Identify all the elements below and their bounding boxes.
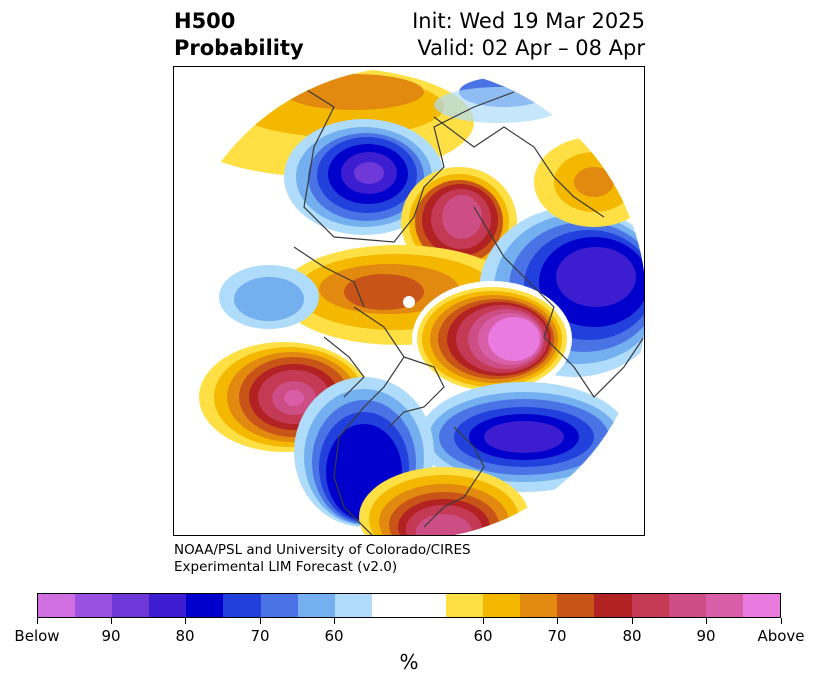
colorbar-tick: [483, 618, 484, 624]
colorbar-segment: [371, 594, 447, 617]
map-title: H500 Probability: [174, 8, 304, 62]
credit-line-2: Experimental LIM Forecast (v2.0): [174, 559, 398, 575]
variable-label: H500: [174, 9, 236, 33]
colorbar-segment: [297, 594, 335, 617]
colorbar-tick: [111, 618, 112, 624]
colorbar-tick: [260, 618, 261, 624]
anomaly-atlantic-low: [419, 382, 629, 492]
colorbar-tick-label: 80: [175, 627, 195, 645]
colorbar-tick-label: 70: [250, 627, 270, 645]
colorbar-segment: [742, 594, 780, 617]
colorbar-segment: [112, 594, 150, 617]
colorbar-segment: [186, 594, 224, 617]
colorbar-tick-label: Above: [757, 627, 805, 645]
colorbar-segment: [75, 594, 113, 617]
colorbar-segment: [483, 594, 521, 617]
colorbar-segment: [149, 594, 187, 617]
colorbar-tick: [706, 618, 707, 624]
date-info: Init: Wed 19 Mar 2025 Valid: 02 Apr – 08…: [412, 8, 645, 62]
coastlines: [293, 81, 644, 535]
colorbar-tick-label: Below: [14, 627, 60, 645]
colorbar-segment: [668, 594, 706, 617]
colorbar-tick: [185, 618, 186, 624]
colorbar-tick-label: 60: [473, 627, 493, 645]
init-date: Init: Wed 19 Mar 2025: [412, 9, 645, 33]
colorbar-segment: [260, 594, 298, 617]
colorbar-segment: [223, 594, 261, 617]
anomaly-greenland: [412, 281, 572, 397]
colorbar-segment: [631, 594, 669, 617]
colorbar-segment: [334, 594, 372, 617]
probability-map: [173, 66, 645, 536]
colorbar-segment: [557, 594, 595, 617]
colorbar-segment: [520, 594, 558, 617]
colorbar-segment: [705, 594, 743, 617]
valid-range: Valid: 02 Apr – 08 Apr: [417, 36, 645, 60]
colorbar-segment: [594, 594, 632, 617]
anomaly-gulf-high: [359, 467, 529, 535]
colorbar-tick-label: 80: [622, 627, 642, 645]
polar-map-svg: [174, 67, 644, 535]
colorbar-tick-label: 60: [324, 627, 344, 645]
colorbar-unit: %: [399, 650, 419, 674]
anomaly-field: [174, 67, 644, 535]
colorbar-tick: [37, 618, 38, 624]
colorbar-tick-label: 70: [547, 627, 567, 645]
credit-line-1: NOAA/PSL and University of Colorado/CIRE…: [174, 542, 471, 558]
anomaly-wpac: [219, 265, 319, 329]
colorbar-tick: [781, 618, 782, 624]
colorbar-segment: [446, 594, 484, 617]
colorbar-tick: [334, 618, 335, 624]
product-label: Probability: [174, 36, 304, 60]
colorbar-tick: [557, 618, 558, 624]
colorbar-segment: [38, 594, 76, 617]
credit: NOAA/PSL and University of Colorado/CIRE…: [174, 542, 471, 576]
colorbar-tick-label: 90: [101, 627, 121, 645]
colorbar-tick-label: 90: [696, 627, 716, 645]
colorbar-tick: [632, 618, 633, 624]
colorbar: [37, 593, 781, 618]
